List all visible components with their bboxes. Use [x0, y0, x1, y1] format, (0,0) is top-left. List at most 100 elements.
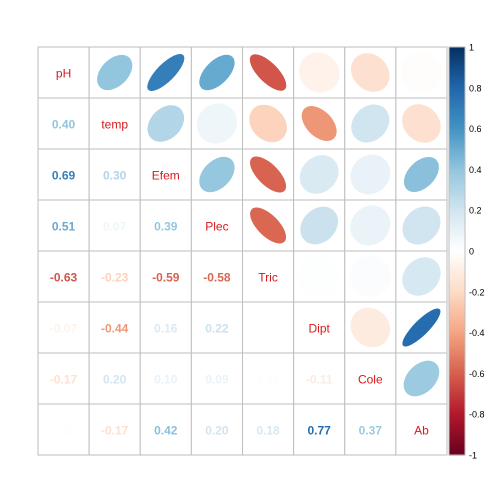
colorbar-segment — [449, 85, 465, 89]
colorbar-segment — [449, 381, 465, 385]
colorbar-segment — [449, 326, 465, 330]
colorbar-segment — [449, 446, 465, 450]
colorbar-segment — [449, 346, 465, 350]
colorbar-segment — [449, 448, 465, 452]
correlation-ellipse — [196, 103, 238, 144]
colorbar-segment — [449, 49, 465, 52]
correlation-value: -0.11 — [306, 373, 333, 387]
colorbar-segment — [449, 375, 465, 379]
correlation-value: 0.39 — [154, 220, 178, 234]
colorbar-segment — [449, 393, 465, 397]
colorbar-segment — [449, 452, 465, 456]
correlation-value: 0.77 — [308, 424, 332, 438]
colorbar-segment — [449, 344, 465, 348]
colorbar-segment — [449, 355, 465, 358]
grid-cell — [88, 97, 141, 150]
colorbar-segment — [449, 363, 465, 366]
colorbar-segment — [449, 377, 465, 381]
colorbar-segment — [449, 55, 465, 58]
correlation-ellipse — [350, 205, 391, 246]
colorbar-segment — [449, 297, 465, 301]
grid-cell — [190, 403, 243, 456]
colorbar-segment — [449, 336, 465, 340]
colorbar-segment — [449, 116, 465, 119]
colorbar-segment — [449, 142, 465, 146]
colorbar-segment — [449, 106, 465, 109]
colorbar-segment — [449, 279, 465, 283]
colorbar-segment — [449, 124, 465, 128]
grid-cell — [293, 97, 346, 150]
colorbar-segment — [449, 328, 465, 332]
colorbar-segment — [449, 359, 465, 362]
colorbar-segment — [449, 89, 465, 93]
colorbar-frame — [448, 46, 466, 456]
grid-cell — [293, 403, 346, 456]
correlation-ellipse — [300, 206, 339, 245]
variable-label: pH — [56, 67, 71, 81]
correlation-ellipse — [400, 51, 443, 94]
grid-cell — [190, 199, 243, 252]
colorbar-segment — [449, 416, 465, 419]
colorbar-segment — [449, 224, 465, 228]
correlation-value: 0.22 — [205, 322, 229, 336]
colorbar-segment — [449, 365, 465, 368]
colorbar-segment — [449, 255, 465, 258]
colorbar-tick-label: -0.2 — [469, 287, 485, 297]
correlation-ellipse — [351, 53, 390, 92]
colorbar-segment — [449, 277, 465, 281]
colorbar-tick-label: -0.4 — [469, 328, 485, 338]
colorbar-segment — [449, 330, 465, 334]
correlation-ellipse — [250, 207, 287, 244]
colorbar-segment — [449, 259, 465, 262]
colorbar-segment — [449, 291, 465, 295]
correlation-value: -0.17 — [101, 424, 129, 438]
colorbar-segment — [449, 73, 465, 77]
grid-cell — [37, 46, 90, 99]
colorbar-segment — [449, 263, 465, 266]
colorbar-segment — [449, 414, 465, 417]
colorbar-segment — [449, 222, 465, 226]
colorbar-segment — [449, 238, 465, 242]
colorbar-segment — [449, 122, 465, 126]
colorbar-segment — [449, 110, 465, 113]
colorbar-segment — [449, 304, 465, 307]
colorbar-segment — [449, 232, 465, 236]
colorbar-segment — [449, 342, 465, 346]
grid-cell — [242, 403, 295, 456]
colorbar-segment — [449, 314, 465, 317]
colorbar-segment — [449, 181, 465, 185]
correlation-ellipse — [199, 156, 235, 193]
grid-cell — [139, 352, 192, 405]
colorbar-segment — [449, 206, 465, 209]
correlation-ellipse — [350, 154, 391, 195]
correlation-value: 0.01 — [256, 322, 280, 336]
colorbar-segment — [449, 159, 465, 162]
colorbar-segment — [449, 246, 465, 250]
variable-label: Dipt — [309, 322, 331, 336]
correlation-ellipse — [301, 106, 337, 141]
colorbar-segment — [449, 418, 465, 421]
correlation-value: 0.10 — [154, 373, 178, 387]
colorbar-segment — [449, 226, 465, 230]
colorbar-segment — [449, 100, 465, 103]
colorbar-segment — [449, 350, 465, 354]
colorbar-segment — [449, 412, 465, 415]
grid-cell — [37, 352, 90, 405]
colorbar-segment — [449, 283, 465, 287]
colorbar-segment — [449, 408, 465, 411]
colorbar-segment — [449, 171, 465, 175]
colorbar-segment — [449, 134, 465, 138]
colorbar-segment — [449, 240, 465, 244]
correlation-value: 0.16 — [154, 322, 178, 336]
correlation-value: 0.20 — [205, 424, 229, 438]
grid-cell — [139, 403, 192, 456]
grid-cell — [37, 148, 90, 201]
colorbar-segment — [449, 310, 465, 313]
grid-cell — [344, 352, 397, 405]
correlation-ellipse — [298, 255, 340, 298]
colorbar-segment — [449, 234, 465, 238]
colorbar-segment — [449, 195, 465, 199]
correlation-value: -0.01 — [50, 424, 78, 438]
colorbar-segment — [449, 251, 465, 254]
